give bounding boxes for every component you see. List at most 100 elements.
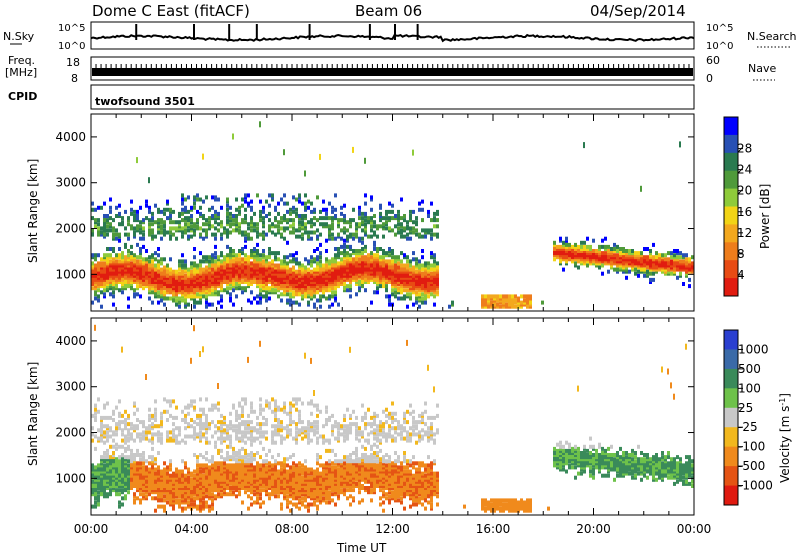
heatmap-cell [205, 222, 208, 226]
heatmap-cell [400, 228, 403, 232]
heatmap-cell [241, 290, 244, 294]
heatmap-cell [607, 245, 610, 249]
heatmap-cell [109, 259, 112, 263]
heatmap-cell [199, 470, 202, 474]
heatmap-cell [148, 177, 150, 183]
heatmap-cell [229, 206, 232, 210]
heatmap-cell [133, 231, 136, 235]
heatmap-cell [406, 264, 409, 268]
heatmap-cell [202, 222, 205, 226]
heatmap-cell [151, 264, 154, 268]
heatmap-cell [196, 198, 199, 202]
heatmap-cell [319, 154, 321, 160]
heatmap-cell [307, 301, 310, 305]
heatmap-cell [130, 449, 133, 453]
freq-tick-top: 18 [66, 56, 80, 69]
heatmap-cell [295, 251, 298, 255]
heatmap-cell [199, 268, 202, 272]
heatmap-cell [415, 261, 418, 265]
heatmap-cell [250, 216, 253, 220]
heatmap-cell [160, 420, 163, 424]
ytick-label: 2000 [55, 222, 86, 236]
heatmap-cell [370, 224, 373, 228]
heatmap-cell [172, 226, 175, 230]
heatmap-cell [337, 261, 340, 265]
heatmap-cell [220, 259, 223, 263]
heatmap-cell [193, 195, 196, 199]
heatmap-cell [376, 247, 379, 251]
heatmap-cell [217, 402, 220, 406]
heatmap-cell [637, 274, 640, 278]
heatmap-cell [412, 303, 415, 307]
heatmap-cell [409, 214, 412, 218]
heatmap-cell [94, 253, 97, 257]
heatmap-cell [220, 305, 223, 309]
heatmap-cell [226, 428, 229, 432]
heatmap-cell [190, 224, 193, 228]
heatmap-cell [499, 305, 502, 309]
heatmap-cell [136, 210, 139, 214]
heatmap-cell [235, 286, 238, 290]
heatmap-cell [205, 266, 208, 270]
heatmap-cell [193, 503, 196, 507]
heatmap-cell [196, 218, 199, 222]
heatmap-cell [643, 268, 646, 272]
heatmap-cell [355, 233, 358, 237]
heatmap-cell [277, 228, 280, 232]
heatmap-cell [190, 270, 193, 274]
heatmap-cell [376, 224, 379, 228]
heatmap-cell [583, 241, 586, 245]
heatmap-cell [652, 255, 655, 259]
heatmap-cell [352, 218, 355, 222]
heatmap-cell [205, 218, 208, 222]
heatmap-cell [226, 218, 229, 222]
heatmap-cell [211, 214, 214, 218]
heatmap-cell [199, 505, 202, 509]
heatmap-cell [238, 414, 241, 418]
heatmap-cell [199, 259, 202, 263]
heatmap-cell [181, 208, 184, 212]
heatmap-cell [505, 294, 508, 298]
heatmap-cell [337, 303, 340, 307]
heatmap-cell [202, 501, 205, 505]
heatmap-cell [202, 474, 205, 478]
heatmap-cell [133, 292, 136, 296]
heatmap-cell [196, 264, 199, 268]
heatmap-cell [247, 437, 250, 441]
heatmap-cell [106, 416, 109, 420]
heatmap-cell [247, 202, 250, 206]
heatmap-cell [250, 228, 253, 232]
heatmap-cell [556, 245, 559, 249]
nsky-trace [91, 35, 694, 41]
heatmap-cell [262, 435, 265, 439]
heatmap-cell [289, 253, 292, 257]
heatmap-cell [211, 435, 214, 439]
heatmap-cell [436, 233, 439, 237]
freq-ticks [91, 64, 689, 68]
heatmap-cell [112, 247, 115, 251]
heatmap-cell [655, 255, 658, 259]
heatmap-cell [271, 222, 274, 226]
heatmap-cell [673, 249, 676, 253]
heatmap-cell [406, 220, 409, 224]
heatmap-cell [184, 198, 187, 202]
heatmap-cell [409, 268, 412, 272]
heatmap-cell [211, 498, 214, 502]
heatmap-cell [223, 226, 226, 230]
heatmap-cell [586, 237, 589, 241]
heatmap-cell [181, 253, 184, 257]
heatmap-cell [172, 472, 175, 476]
heatmap-cell [319, 305, 322, 309]
heatmap-cell [340, 218, 343, 222]
heatmap-cell [667, 257, 670, 261]
heatmap-cell [307, 259, 310, 263]
heatmap-cell [364, 212, 367, 216]
heatmap-cell [331, 303, 334, 307]
heatmap-cell [109, 253, 112, 257]
heatmap-cell [268, 297, 271, 301]
heatmap-cell [118, 247, 121, 251]
heatmap-cell [136, 255, 139, 259]
heatmap-cell [322, 222, 325, 226]
heatmap-cell [589, 245, 592, 249]
heatmap-cell [289, 224, 292, 228]
